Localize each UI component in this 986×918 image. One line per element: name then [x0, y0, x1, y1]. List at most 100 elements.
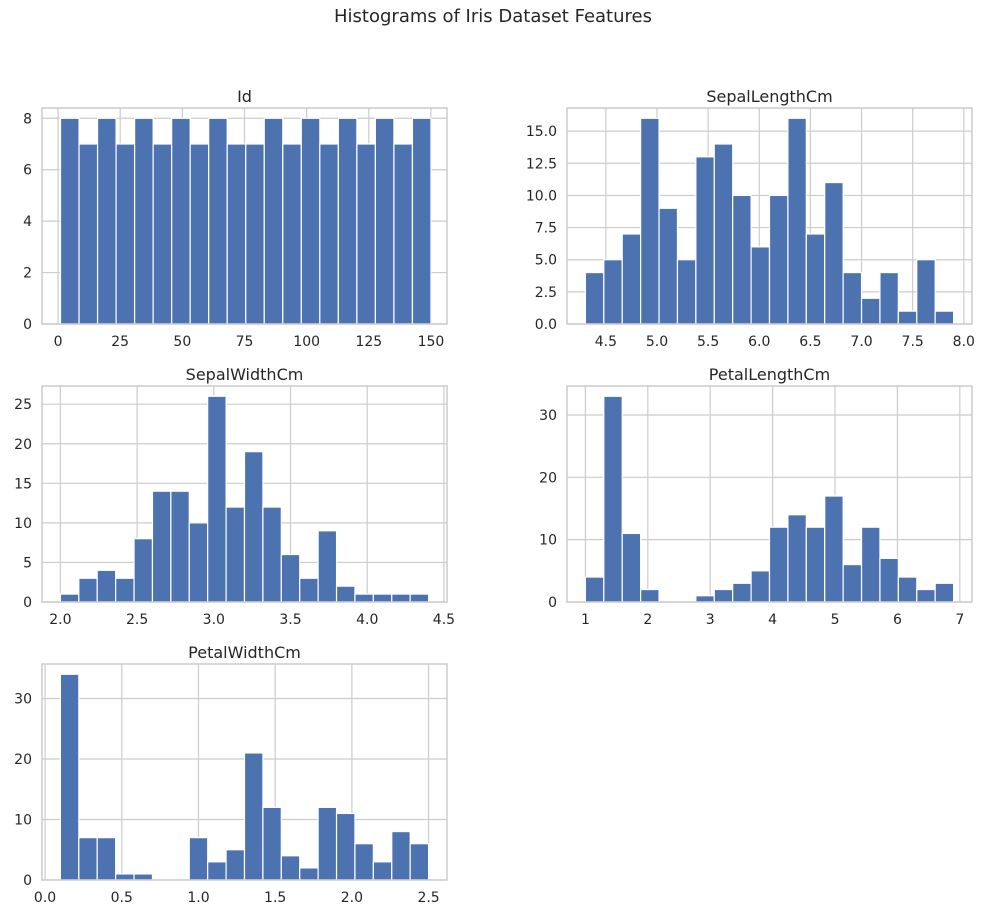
x-tick-label: 5.5	[697, 334, 719, 350]
panel-3: 2.0 2.5 3.0 3.5 4.0 4.5 0 5 10 15 20 25 SepalWidthCm	[14, 365, 455, 628]
x-tick-label: 150	[418, 334, 445, 350]
histogram-bar	[934, 310, 955, 325]
y-tick-label: 6	[23, 163, 32, 179]
histogram-bar	[805, 233, 826, 325]
x-tick-label: 6.5	[799, 334, 821, 350]
histogram-bar	[78, 143, 99, 325]
histogram-bar	[787, 117, 807, 325]
histogram-bar	[280, 855, 301, 881]
histogram-bar	[391, 593, 411, 603]
histogram-bar	[115, 143, 136, 325]
histogram-bar	[152, 143, 173, 325]
x-tick-label: 3.5	[279, 612, 301, 628]
histogram-bar	[768, 526, 789, 603]
y-tick-label: 7.5	[535, 221, 557, 237]
y-tick-label: 2.5	[535, 285, 557, 301]
histogram-bar	[354, 593, 374, 603]
histogram-bar	[299, 867, 319, 881]
y-tick-label: 0.0	[535, 317, 557, 333]
histogram-bar	[860, 526, 881, 603]
histogram-bar	[640, 588, 660, 603]
histogram-bar	[243, 752, 264, 881]
x-tick-label: 25	[111, 334, 129, 350]
histogram-bar	[916, 588, 936, 603]
histogram-bar	[621, 532, 642, 603]
x-tick-label: 7	[955, 612, 964, 628]
y-tick-label: 20	[539, 470, 557, 486]
x-tick-label: 5	[831, 612, 840, 628]
y-tick-label: 30	[539, 408, 557, 424]
y-tick-label: 0	[23, 595, 32, 611]
histogram-bar	[879, 557, 899, 603]
histogram-bar	[640, 117, 660, 325]
histogram-bar	[78, 577, 98, 603]
y-tick-label: 10	[539, 533, 557, 549]
histogram-bar	[96, 837, 117, 881]
histogram-bar	[750, 570, 771, 603]
histogram-bar	[732, 194, 752, 325]
y-tick-label: 25	[14, 397, 32, 413]
x-tick-label: 100	[293, 334, 320, 350]
histogram-bar	[372, 861, 393, 881]
histogram-bar	[151, 490, 172, 603]
histogram-bar	[115, 577, 135, 603]
panel-5: 0.0 0.5 1.0 1.5 2.0 2.5 0 10 20 30 PetalWidthCm	[14, 643, 448, 906]
axes-frame	[566, 385, 973, 603]
x-tick-label: 2.0	[341, 890, 363, 906]
x-tick-label: 0	[54, 334, 63, 350]
histogram-bar	[805, 526, 826, 603]
y-tick-label: 15.0	[526, 124, 557, 140]
histogram-bar	[226, 143, 247, 325]
histogram-bar	[713, 588, 734, 603]
histogram-bar	[282, 143, 302, 325]
y-tick-label: 8	[23, 111, 32, 127]
histogram-bar	[59, 593, 80, 603]
x-tick-label: 4.0	[356, 612, 378, 628]
histogram-bar	[262, 806, 282, 881]
histogram-bar	[115, 873, 135, 881]
y-tick-label: 5.0	[535, 253, 557, 269]
x-tick-label: 3	[706, 612, 715, 628]
panel-title: Id	[237, 87, 252, 106]
y-tick-label: 5	[23, 555, 32, 571]
figure-title: Histograms of Iris Dataset Features	[334, 6, 652, 27]
x-tick-label: 5.0	[646, 334, 668, 350]
x-tick-label: 2	[643, 612, 652, 628]
histogram-bar	[824, 181, 844, 325]
histogram-bar	[133, 873, 154, 881]
x-tick-label: 0.5	[111, 890, 133, 906]
histogram-bar	[188, 837, 209, 881]
histogram-bar	[188, 522, 209, 603]
histogram-bar	[207, 861, 227, 881]
x-tick-label: 8.0	[953, 334, 975, 350]
y-tick-label: 4	[23, 214, 32, 230]
x-tick-label: 4.5	[595, 334, 617, 350]
histogram-bar	[374, 117, 395, 325]
histogram-bar	[411, 117, 432, 325]
histogram-bar	[59, 673, 80, 881]
histogram-bar	[335, 812, 356, 881]
histogram-bar	[584, 271, 605, 325]
axes-frame	[41, 663, 448, 881]
histogram-bar	[676, 259, 697, 325]
panel-title: PetalWidthCm	[188, 643, 301, 662]
histogram-bar	[584, 576, 605, 603]
y-tick-label: 10	[14, 812, 32, 828]
x-tick-label: 2.0	[49, 612, 71, 628]
x-tick-label: 1.5	[264, 890, 286, 906]
histogram-bar	[59, 117, 80, 325]
histogram-bar	[208, 117, 228, 325]
histogram-bar	[934, 582, 955, 603]
histogram-bar	[171, 117, 191, 325]
histogram-bar	[354, 843, 374, 881]
histogram-bar	[170, 490, 190, 603]
x-tick-label: 2.5	[126, 612, 148, 628]
histogram-bar	[824, 495, 844, 603]
histogram-bar	[879, 271, 899, 325]
histogram-bar	[603, 259, 623, 325]
x-tick-label: 3.0	[203, 612, 225, 628]
x-tick-label: 1	[581, 612, 590, 628]
histogram-bar	[189, 143, 210, 325]
panel-1: 0 25 50 75 100 125 150 0 2 4 6 8 Id	[23, 87, 448, 350]
